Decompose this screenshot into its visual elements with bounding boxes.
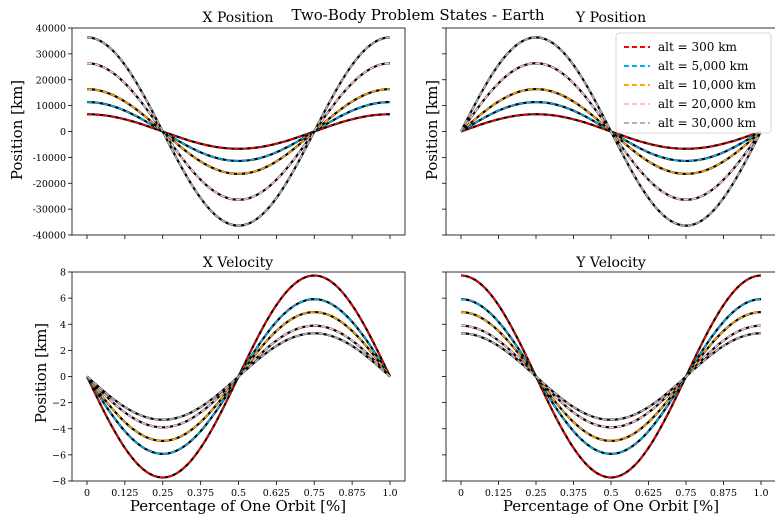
y-tick-label: -30000 [33,205,66,216]
series-line-solid [86,100,391,163]
panel-title: Y Position [575,10,646,26]
series-line-dashed [460,324,762,429]
x-axis-label: Percentage of One Orbit [%] [503,497,719,515]
series-line-solid [460,274,762,479]
axes-frame [71,27,406,236]
y-tick-label: -10000 [33,153,66,164]
series-line-dashed [460,332,762,421]
y-tick-label: 20000 [36,75,66,86]
legend-entry: alt = 10,000 km [658,78,757,92]
x-tick-label: 0.25 [525,488,546,499]
x-axis-label: Percentage of One Orbit [%] [130,497,346,515]
x-tick-label: 1.0 [382,488,397,499]
y-tick-label: 0 [60,372,66,383]
series-line-dashed [86,332,391,421]
x-tick-label: 0.625 [263,488,290,499]
y-tick-label: 6 [60,294,66,305]
panel-y-velocity: Y Velocity Percentage of One Orbit [%] 0… [442,255,775,515]
x-tick-label: 0 [458,488,464,499]
series-line-dashed [86,88,391,175]
legend-entry: alt = 30,000 km [658,116,757,130]
panel-x-velocity: X Velocity Position [km] Percentage of O… [32,255,406,515]
panel-y-position: Y Position Position [km] [423,10,775,239]
y-axis-label: Position [km] [8,80,26,180]
series-line-solid [86,36,391,227]
y-tick-label: 10000 [36,101,66,112]
y-tick-label: 8 [60,268,66,279]
series-line-dashed [86,36,391,227]
panel-x-position: X Position Position [km] 40000 30000 20000… [8,10,406,242]
x-tick-label: 0.5 [231,488,246,499]
series-line-dashed [460,36,762,227]
y-tick-label: −6 [52,450,66,461]
panel-title: X Velocity [203,255,273,271]
x-tick-label: 0.375 [187,488,214,499]
y-tick-label: −2 [52,398,66,409]
series-line-dashed [460,298,762,455]
y-tick-label: 30000 [36,49,66,60]
y-tick-label: 4 [60,320,66,331]
legend: alt = 300 km alt = 5,000 km alt = 10,000 k… [615,32,772,134]
x-tick-label: 0.875 [339,488,366,499]
legend-entry: alt = 20,000 km [658,97,757,111]
x-tick-label: 0.625 [635,488,662,499]
x-tick-label: 0.25 [152,488,173,499]
panel-title: X Position [203,10,274,26]
x-tick-label: 1.0 [753,488,768,499]
y-tick-label: 40000 [36,24,66,35]
series-line-solid [86,62,391,201]
x-tick-label: 0 [84,488,90,499]
y-tick-label: −8 [52,477,66,488]
x-tick-label: 0.75 [675,488,696,499]
series-line-dashed [86,311,391,442]
series-line-dashed [460,311,762,442]
y-tick-label: -40000 [33,231,66,242]
x-tick-label: 0.375 [560,488,587,499]
panel-title: Y Velocity [575,255,646,271]
x-tick-label: 0.75 [304,488,325,499]
x-tick-label: 0.5 [603,488,618,499]
x-tick-label: 0.125 [485,488,512,499]
y-tick-label: -20000 [33,179,66,190]
series-line-solid [460,324,762,429]
legend-entry: alt = 5,000 km [658,59,749,73]
figure-suptitle: Two-Body Problem States - Earth [291,6,544,24]
y-axis-label: Position [km] [32,323,50,423]
x-tick-label: 0.125 [111,488,138,499]
y-tick-label: −4 [52,424,66,435]
legend-entry: alt = 300 km [658,40,737,54]
series-line-dashed [460,274,762,479]
series-line-solid [86,113,391,150]
series-line-dashed [86,101,391,162]
legend-box [615,32,772,134]
y-tick-label: 2 [60,346,66,357]
series-line-dashed [86,62,391,201]
series-line-dashed [86,113,391,150]
x-tick-label: 0.875 [710,488,737,499]
y-axis-label: Position [km] [423,80,441,180]
y-tick-label: 0 [60,127,66,138]
series-line-solid [460,298,762,455]
